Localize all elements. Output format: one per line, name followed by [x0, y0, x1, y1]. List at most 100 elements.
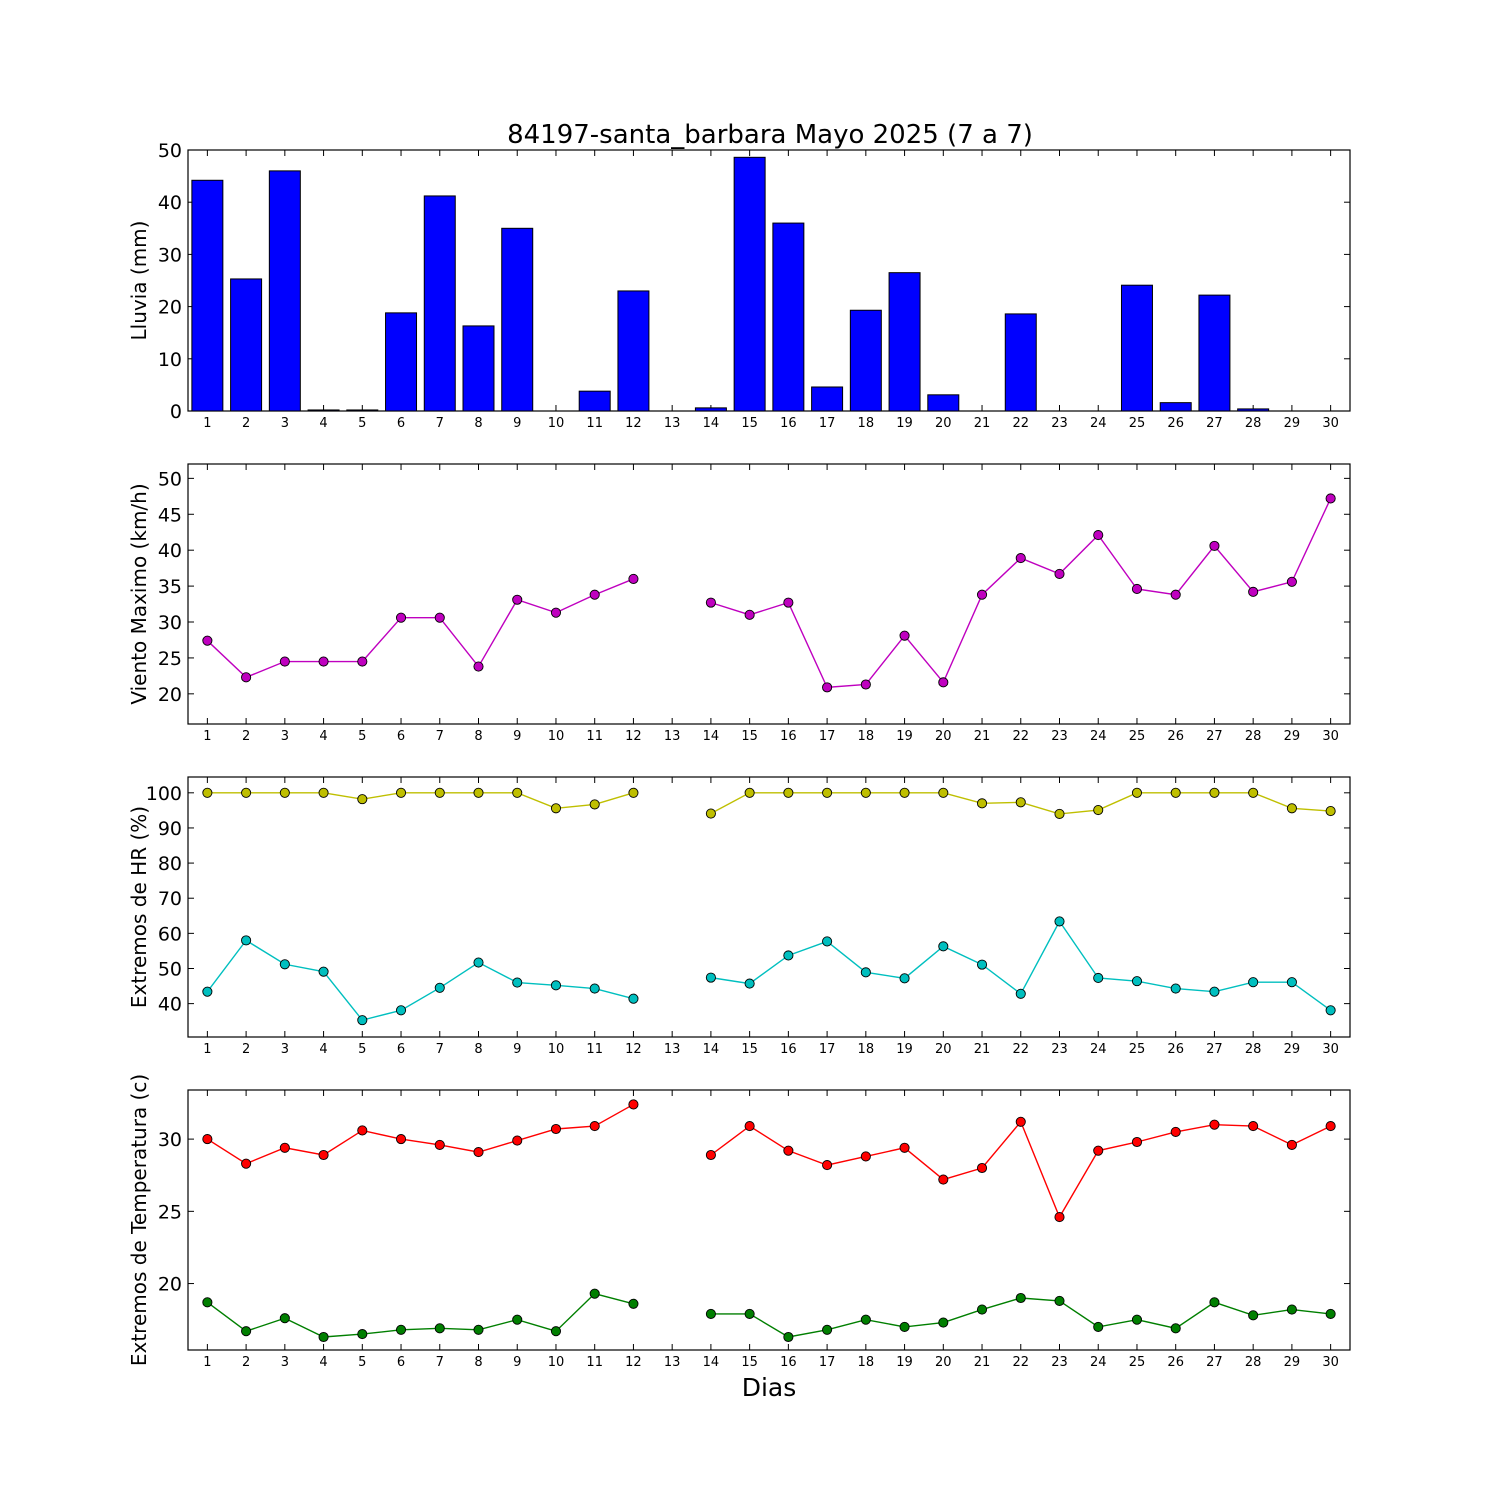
data-point	[1015, 1292, 1026, 1304]
data-point	[1015, 1116, 1026, 1127]
data-point	[976, 589, 988, 600]
y-axis-label: Extremos de HR (%)	[127, 806, 151, 1008]
x-tick-label: 8	[474, 1355, 482, 1370]
data-point	[1248, 586, 1259, 597]
x-tick-label: 19	[896, 416, 913, 431]
x-tick-label: 28	[1245, 729, 1262, 744]
x-tick-label: 6	[397, 729, 405, 744]
data-point	[744, 787, 755, 798]
x-tick-label: 22	[1012, 1355, 1029, 1370]
data-point	[1093, 972, 1104, 984]
data-point	[1015, 988, 1026, 999]
x-tick-label: 6	[397, 1042, 405, 1057]
data-point	[1054, 568, 1065, 579]
x-tick-label: 13	[664, 1355, 681, 1370]
data-point	[860, 1151, 871, 1162]
x-tick-label: 21	[974, 1042, 991, 1057]
data-point	[357, 794, 368, 805]
rain-bar	[346, 409, 379, 412]
y-tick-label: 25	[158, 1201, 182, 1223]
x-tick-label: 23	[1051, 729, 1068, 744]
x-tick-label: 17	[819, 416, 836, 431]
data-point	[1170, 1126, 1181, 1137]
data-point	[705, 1149, 716, 1161]
x-tick-label: 5	[358, 416, 366, 431]
data-point	[434, 982, 445, 993]
data-point	[938, 1317, 949, 1328]
data-point	[822, 1160, 833, 1171]
data-point	[395, 1134, 407, 1145]
y-tick-label: 60	[158, 923, 182, 945]
y-tick-label: 20	[158, 684, 182, 706]
rain-bar	[1004, 313, 1037, 412]
x-tick-label: 11	[586, 1042, 603, 1057]
x-tick-label: 27	[1206, 416, 1223, 431]
y-tick-label: 90	[158, 818, 182, 840]
x-tick-label: 4	[319, 416, 327, 431]
x-tick-label: 18	[858, 729, 875, 744]
data-point	[1131, 976, 1143, 987]
y-axis-label: Lluvia (mm)	[127, 221, 151, 341]
x-tick-label: 26	[1167, 1355, 1184, 1370]
rain-bar	[888, 272, 921, 412]
x-tick-label: 29	[1284, 416, 1301, 431]
data-point	[241, 1326, 252, 1337]
data-point	[318, 1149, 329, 1161]
series-line	[206, 939, 634, 1021]
x-tick-label: 13	[664, 1042, 681, 1057]
data-point	[1015, 553, 1026, 564]
series-line	[710, 498, 1332, 689]
data-point	[550, 1326, 562, 1337]
data-point	[1286, 576, 1297, 587]
data-point	[938, 677, 949, 688]
x-tick-label: 23	[1051, 1042, 1068, 1057]
data-point	[1248, 1310, 1259, 1321]
x-tick-label: 9	[513, 1042, 521, 1057]
data-point	[822, 936, 833, 947]
rain-bar	[927, 394, 960, 412]
x-tick-label: 13	[664, 416, 681, 431]
data-point	[202, 986, 213, 997]
data-point	[628, 573, 639, 584]
x-tick-label: 1	[203, 1355, 211, 1370]
data-point	[1209, 1297, 1220, 1308]
x-tick-label: 10	[548, 1042, 565, 1057]
y-tick-label: 50	[158, 140, 182, 162]
data-point	[512, 594, 523, 605]
data-point	[1093, 530, 1104, 541]
rain-bar	[385, 312, 418, 412]
x-tick-label: 22	[1012, 416, 1029, 431]
x-tick-label: 14	[703, 1355, 720, 1370]
x-tick-label: 21	[974, 729, 991, 744]
data-point	[860, 1314, 871, 1325]
data-point	[318, 656, 329, 667]
data-point	[241, 935, 252, 946]
data-point	[783, 1145, 794, 1156]
x-tick-label: 17	[819, 1355, 836, 1370]
data-point	[395, 1324, 407, 1335]
rain-bar	[1237, 408, 1270, 412]
x-tick-label: 26	[1167, 1042, 1184, 1057]
data-point	[899, 630, 910, 641]
data-point	[899, 1321, 910, 1332]
x-tick-label: 21	[974, 416, 991, 431]
data-point	[1286, 1304, 1297, 1315]
x-tick-label: 2	[242, 416, 250, 431]
data-point	[357, 1329, 368, 1340]
data-point	[318, 1331, 329, 1343]
y-tick-label: 20	[158, 297, 182, 319]
data-point	[1093, 804, 1104, 816]
data-point	[1131, 787, 1143, 798]
x-tick-label: 19	[896, 1355, 913, 1370]
y-tick-label: 80	[158, 853, 182, 875]
y-tick-label: 25	[158, 648, 182, 670]
x-tick-label: 30	[1322, 729, 1339, 744]
data-point	[512, 1314, 523, 1325]
y-tick-label: 20	[158, 1274, 182, 1296]
series-line	[206, 1103, 634, 1165]
data-point	[395, 612, 407, 623]
rain-bar	[268, 170, 301, 412]
data-point	[822, 787, 833, 798]
x-tick-label: 23	[1051, 1355, 1068, 1370]
